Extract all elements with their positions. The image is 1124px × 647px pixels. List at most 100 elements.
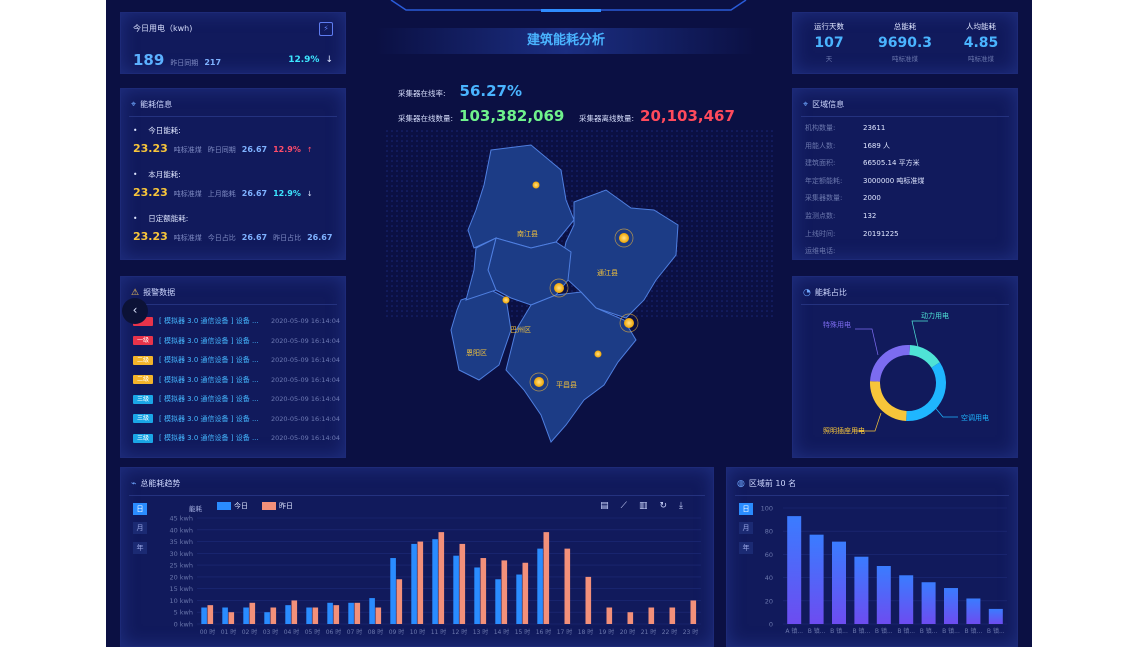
- trend-bar[interactable]: [432, 539, 438, 624]
- donut-slice[interactable]: [870, 381, 907, 421]
- trend-bar[interactable]: [228, 612, 235, 624]
- tab-day[interactable]: 日: [133, 503, 147, 515]
- map-marker[interactable]: [594, 350, 602, 358]
- energy-item-label-text: 本月能耗:: [148, 170, 181, 179]
- donut-slice[interactable]: [906, 362, 946, 421]
- donut-slice[interactable]: [870, 345, 910, 382]
- trend-bar[interactable]: [327, 602, 333, 624]
- trend-bar[interactable]: [516, 574, 522, 624]
- tab-month[interactable]: 月: [133, 522, 147, 534]
- alarm-row[interactable]: 三级 [ 模拟器 3.0 通信设备 ] 设备 ... 2020-05-09 16:1…: [133, 432, 340, 444]
- trend-bar[interactable]: [354, 602, 361, 624]
- compare-value: 217: [204, 58, 222, 67]
- x-tick-label: 04 时: [284, 628, 300, 636]
- trend-bar[interactable]: [369, 598, 375, 624]
- trend-bar[interactable]: [285, 605, 291, 624]
- alarm-row[interactable]: 三级 [ 模拟器 3.0 通信设备 ] 设备 ... 2020-05-09 16:1…: [133, 413, 340, 425]
- trend-bar[interactable]: [390, 558, 396, 624]
- trend-bar[interactable]: [459, 543, 466, 624]
- rank-bar[interactable]: [921, 582, 936, 624]
- prev-arrow-button[interactable]: ‹: [122, 298, 148, 324]
- y-tick-label: 40 kwh: [169, 526, 193, 534]
- map-marker[interactable]: [624, 318, 634, 328]
- trend-bar[interactable]: [627, 612, 634, 624]
- rank-bar[interactable]: [966, 598, 981, 624]
- trend-bar[interactable]: [396, 579, 403, 624]
- trend-bar[interactable]: [522, 562, 529, 624]
- trend-bar[interactable]: [375, 607, 382, 624]
- map-marker[interactable]: [554, 283, 564, 293]
- legend-item[interactable]: 今日: [217, 501, 248, 511]
- data-view-icon[interactable]: ▤: [600, 501, 609, 511]
- alarm-level-badge: 三级: [133, 394, 153, 404]
- refresh-icon[interactable]: ↻: [659, 501, 668, 511]
- x-tick-label: 16 时: [536, 628, 552, 636]
- line-chart-icon[interactable]: ⟋: [620, 501, 627, 511]
- trend-bar[interactable]: [249, 602, 256, 624]
- alarm-row[interactable]: 三级 [ 模拟器 3.0 通信设备 ] 设备 ... 2020-05-09 16:1…: [133, 393, 340, 405]
- trend-bar[interactable]: [222, 607, 228, 624]
- trend-bar[interactable]: [606, 607, 613, 624]
- map-marker[interactable]: [532, 181, 540, 189]
- trend-bar[interactable]: [543, 532, 550, 624]
- trend-bar[interactable]: [264, 612, 270, 624]
- rank-tab-month[interactable]: 月: [739, 522, 753, 534]
- map-marker[interactable]: [619, 233, 629, 243]
- alarm-row[interactable]: 二级 [ 模拟器 3.0 通信设备 ] 设备 ... 2020-05-09 16:1…: [133, 354, 340, 366]
- rank-tab-day[interactable]: 日: [739, 503, 753, 515]
- trend-bar[interactable]: [501, 560, 508, 624]
- rank-bar[interactable]: [899, 575, 914, 624]
- x-tick-label: 21 时: [641, 628, 657, 636]
- rank-bar[interactable]: [809, 534, 824, 624]
- trend-bar[interactable]: [495, 579, 501, 624]
- donut-leader-line: [855, 328, 879, 356]
- alarm-row[interactable]: 一级 [ 模拟器 3.0 通信设备 ] 设备 ... 2020-05-09 16:1…: [133, 335, 340, 347]
- download-icon[interactable]: ⤓: [679, 501, 683, 511]
- region-info-key: 监测点数:: [805, 212, 836, 220]
- trend-bar[interactable]: [474, 567, 480, 624]
- map-marker[interactable]: [534, 377, 544, 387]
- chart-line-icon: ⌁: [131, 478, 137, 489]
- trend-bar[interactable]: [585, 576, 592, 624]
- rank-bar[interactable]: [876, 566, 891, 624]
- trend-bar[interactable]: [564, 548, 571, 624]
- rank-bar[interactable]: [854, 556, 869, 624]
- trend-bar[interactable]: [207, 605, 214, 624]
- trend-bar[interactable]: [669, 607, 676, 624]
- alarm-text: [ 模拟器 3.0 通信设备 ] 设备 ...: [159, 356, 259, 364]
- trend-bar[interactable]: [348, 602, 354, 624]
- trend-bar[interactable]: [480, 558, 487, 624]
- y-tick-label: 40: [765, 574, 773, 582]
- trend-bar[interactable]: [333, 605, 340, 624]
- rank-bar[interactable]: [944, 588, 958, 624]
- donut-label: 照明插座用电: [823, 426, 865, 435]
- alarm-row[interactable]: 二级 [ 模拟器 3.0 通信设备 ] 设备 ... 2020-05-09 16:1…: [133, 374, 340, 386]
- trend-bar[interactable]: [417, 541, 424, 624]
- bar-chart-icon[interactable]: ▥: [638, 501, 648, 511]
- x-tick-label: 11 时: [431, 628, 447, 636]
- trend-bar[interactable]: [312, 607, 319, 624]
- legend-item[interactable]: 昨日: [262, 501, 293, 511]
- trend-bar[interactable]: [411, 543, 417, 624]
- trend-bar[interactable]: [537, 548, 543, 624]
- trend-bar[interactable]: [243, 607, 249, 624]
- today-percent: 12.9%: [288, 55, 320, 65]
- trend-bar[interactable]: [453, 555, 459, 624]
- rank-bar[interactable]: [787, 516, 802, 624]
- rank-bar[interactable]: [988, 608, 1003, 624]
- rank-bar[interactable]: [832, 541, 846, 624]
- trend-bar[interactable]: [291, 600, 298, 624]
- trend-bar[interactable]: [438, 532, 445, 624]
- trend-bar[interactable]: [306, 607, 312, 624]
- donut-slice[interactable]: [909, 345, 940, 368]
- trend-bar[interactable]: [201, 607, 207, 624]
- tab-year[interactable]: 年: [133, 542, 147, 554]
- map-marker[interactable]: [502, 296, 510, 304]
- rank-tab-year[interactable]: 年: [739, 542, 753, 554]
- alarm-time: 2020-05-09 16:14:04: [271, 434, 341, 442]
- trend-bar[interactable]: [648, 607, 655, 624]
- alarm-row[interactable]: [ 模拟器 3.0 通信设备 ] 设备 ... 2020-05-09 16:14:…: [133, 315, 340, 327]
- trend-bar[interactable]: [270, 607, 277, 624]
- trend-bar[interactable]: [690, 600, 697, 624]
- calendar-icon[interactable]: ⚡: [319, 22, 333, 36]
